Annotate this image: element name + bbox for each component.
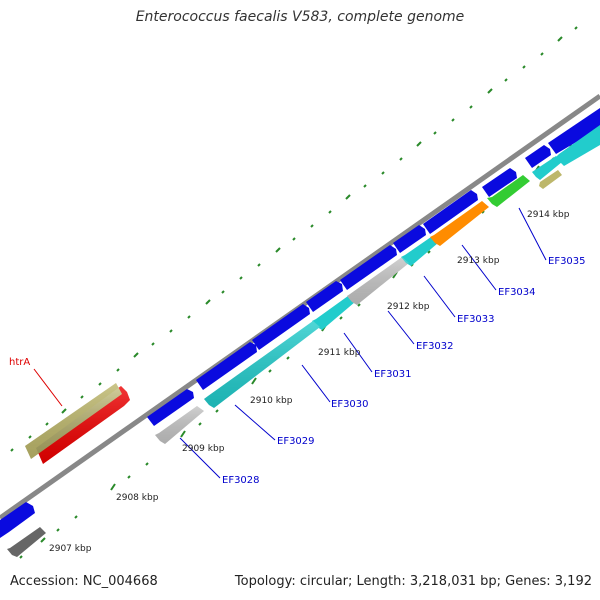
scale-label-2913: 2913 kbp [457,256,500,266]
scale-label-2911: 2911 kbp [318,348,361,358]
scale-label-2908: 2908 kbp [116,493,159,503]
gene-cds-blue[interactable] [0,502,35,538]
gene-label-EF3028[interactable]: EF3028 [222,475,260,486]
gene-cds-dark-gray[interactable] [7,527,46,557]
genome-summary: Topology: circular; Length: 3,218,031 bp… [234,574,592,589]
gene-label-htrA[interactable]: htrA [9,357,30,368]
gene-cds-blue[interactable] [548,108,600,154]
gene-cds-blue[interactable] [482,168,517,197]
scale-label-2914: 2914 kbp [527,210,570,220]
gene-EF3031[interactable] [312,296,355,330]
gene-cds-cyan[interactable] [556,125,600,166]
gene-cds-khaki-small[interactable] [539,170,562,189]
scale-label-2907: 2907 kbp [49,544,92,554]
gene-cds-blue[interactable] [252,304,310,350]
gene-label-EF3034[interactable]: EF3034 [498,287,536,298]
scale-labels: 2907 kbp 2908 kbp 2909 kbp 2910 kbp 2911… [49,210,570,554]
reverse-strand-genes [7,125,600,557]
gene-label-EF3035[interactable]: EF3035 [548,256,586,267]
gene-EF3033[interactable] [401,237,438,266]
gene-cds-cyan-small[interactable] [532,156,562,180]
gene-label-EF3031[interactable]: EF3031 [374,369,412,380]
label-connectors [33,207,547,479]
gene-label-EF3032[interactable]: EF3032 [416,341,454,352]
gene-EF3035[interactable] [487,175,530,207]
gene-EF3034[interactable] [430,201,489,246]
gene-cds-blue[interactable] [393,225,426,253]
scale-label-2912: 2912 kbp [387,302,430,312]
gene-label-EF3029[interactable]: EF3029 [277,436,315,447]
accession-label: Accession: NC_004668 [10,574,158,589]
forward-strand-genes [0,108,600,538]
gene-labels: htrA EF3028 EF3029 EF3030 EF3031 EF3032 … [9,256,586,486]
outer-tick-track [10,26,578,452]
gene-cds-blue[interactable] [525,145,551,168]
map-title: Enterococcus faecalis V583, complete gen… [135,9,465,25]
gene-cds-blue[interactable] [423,190,478,234]
gene-label-EF3033[interactable]: EF3033 [457,314,495,325]
gene-label-EF3030[interactable]: EF3030 [331,399,369,410]
gene-cds-blue[interactable] [306,281,343,312]
scale-label-2910: 2910 kbp [250,396,293,406]
scale-label-2909: 2909 kbp [182,444,225,454]
gene-khaki[interactable] [25,383,122,459]
